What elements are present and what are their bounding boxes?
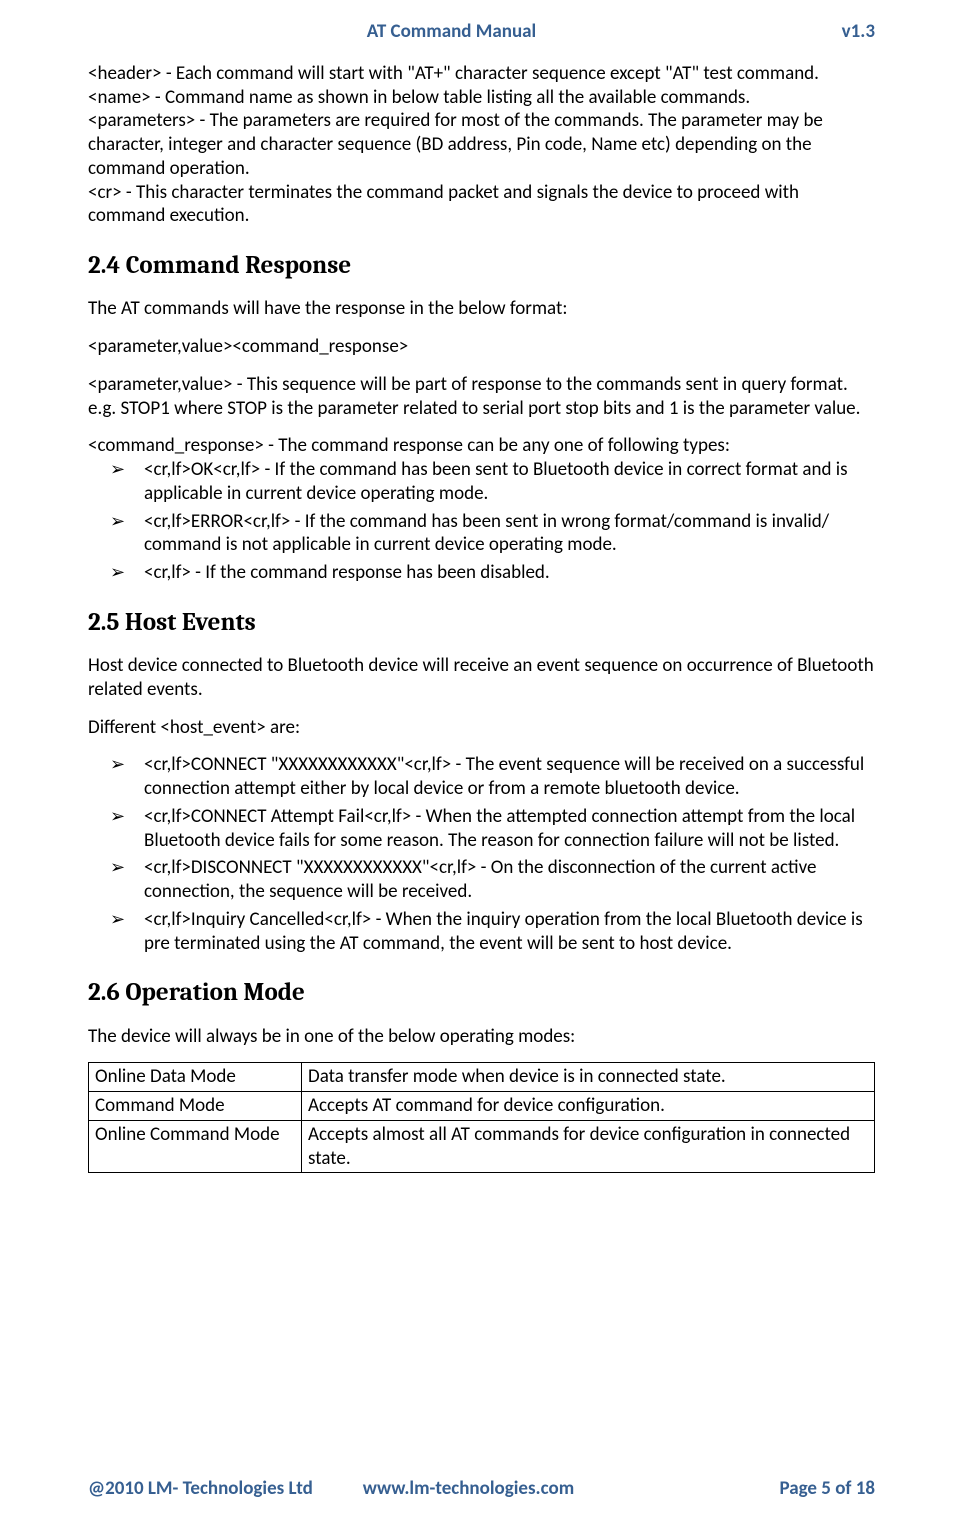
list-item: <cr,lf>Inquiry Cancelled<cr,lf> - When t… xyxy=(88,908,875,956)
footer-copyright: @2010 LM- Technologies Ltd xyxy=(88,1477,313,1501)
heading-2-5: 2.5 Host Events xyxy=(88,607,875,638)
heading-2-6: 2.6 Operation Mode xyxy=(88,977,875,1008)
s25-p2: Different <host_event> are: xyxy=(88,716,875,740)
s26-p1: The device will always be in one of the … xyxy=(88,1025,875,1049)
s24-p1: The AT commands will have the response i… xyxy=(88,297,875,321)
mode-name: Command Mode xyxy=(89,1092,302,1121)
s25-p1: Host device connected to Bluetooth devic… xyxy=(88,654,875,702)
s24-p4: <command_response> - The command respons… xyxy=(88,434,875,458)
list-item: <cr,lf>CONNECT Attempt Fail<cr,lf> - Whe… xyxy=(88,805,875,853)
mode-desc: Accepts almost all AT commands for devic… xyxy=(302,1120,875,1173)
mode-name: Online Command Mode xyxy=(89,1120,302,1173)
s24-bullet-list: <cr,lf>OK<cr,lf> - If the command has be… xyxy=(88,458,875,585)
body: <header> - Each command will start with … xyxy=(88,62,875,1509)
s25-bullet-list: <cr,lf>CONNECT "XXXXXXXXXXXX"<cr,lf> - T… xyxy=(88,753,875,955)
heading-2-4: 2.4 Command Response xyxy=(88,250,875,281)
table-row: Command Mode Accepts AT command for devi… xyxy=(89,1092,875,1121)
intro-cr-line: <cr> - This character terminates the com… xyxy=(88,181,875,229)
footer-page-number: Page 5 of 18 xyxy=(735,1477,919,1501)
table-row: Online Command Mode Accepts almost all A… xyxy=(89,1120,875,1173)
mode-desc: Accepts AT command for device configurat… xyxy=(302,1092,875,1121)
operation-mode-table: Online Data Mode Data transfer mode when… xyxy=(88,1062,875,1173)
list-item: <cr,lf> - If the command response has be… xyxy=(88,561,875,585)
footer-url: www.lm-technologies.com xyxy=(313,1477,735,1501)
doc-version: v1.3 xyxy=(815,20,875,44)
s24-p3: <parameter,value> - This sequence will b… xyxy=(88,373,875,421)
s24-p2: <parameter,value><command_response> xyxy=(88,335,875,359)
page-footer: @2010 LM- Technologies Ltd www.lm-techno… xyxy=(88,1477,919,1501)
doc-title: AT Command Manual xyxy=(88,20,815,44)
page: AT Command Manual v1.3 <header> - Each c… xyxy=(0,0,963,1529)
list-item: <cr,lf>OK<cr,lf> - If the command has be… xyxy=(88,458,875,506)
mode-name: Online Data Mode xyxy=(89,1063,302,1092)
intro-header-line: <header> - Each command will start with … xyxy=(88,62,875,86)
list-item: <cr,lf>CONNECT "XXXXXXXXXXXX"<cr,lf> - T… xyxy=(88,753,875,801)
intro-name-line: <name> - Command name as shown in below … xyxy=(88,86,875,110)
list-item: <cr,lf>DISCONNECT "XXXXXXXXXXXX"<cr,lf> … xyxy=(88,856,875,904)
mode-desc: Data transfer mode when device is in con… xyxy=(302,1063,875,1092)
list-item: <cr,lf>ERROR<cr,lf> - If the command has… xyxy=(88,510,875,558)
table-row: Online Data Mode Data transfer mode when… xyxy=(89,1063,875,1092)
page-header: AT Command Manual v1.3 xyxy=(88,20,875,44)
intro-parameters-line: <parameters> - The parameters are requir… xyxy=(88,109,875,180)
